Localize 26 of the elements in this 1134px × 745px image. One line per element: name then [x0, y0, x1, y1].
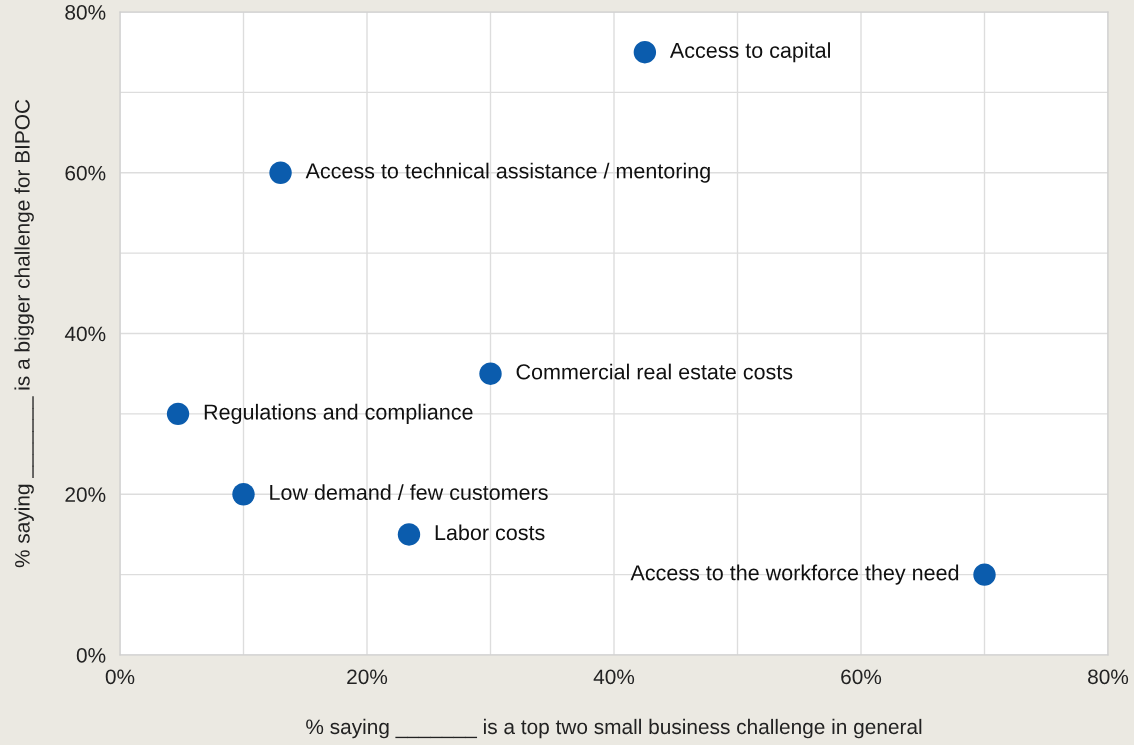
annotation: Low demand / few customers [270, 484, 548, 501]
x-tick-label: 40% [593, 669, 635, 685]
point [973, 563, 996, 586]
x-tick-label: 60% [841, 669, 882, 685]
y-axis-title: % saying _______ is a bigger challenge for BIPOC [14, 99, 34, 568]
point [633, 40, 657, 64]
y-tick-label: 60% [65, 165, 106, 181]
y-tick-label: 80% [65, 5, 106, 20]
annotation: Regulations and compliance [204, 403, 473, 424]
x-tick-label: 80% [1088, 669, 1129, 685]
point [479, 362, 502, 385]
point [166, 402, 190, 426]
y-tick-label: 20% [65, 487, 106, 502]
point [232, 483, 255, 506]
point [269, 161, 292, 184]
point [397, 523, 421, 546]
annotation: Labor costs [435, 524, 545, 541]
annotation: Access to technical assistance / mentoring [305, 162, 710, 183]
annotation: Commercial real estate costs [516, 363, 793, 380]
y-tick-label: 0% [76, 648, 106, 663]
x-tick-label: 0% [105, 669, 135, 685]
annotation: Access to the workforce they need [630, 564, 959, 585]
annotation: Access to capital [669, 42, 830, 63]
y-tick-label: 40% [64, 326, 106, 342]
x-tick-label: 20% [347, 669, 388, 685]
x-axis-title: % saying _______ is a top two small business challenge in general [306, 718, 922, 739]
